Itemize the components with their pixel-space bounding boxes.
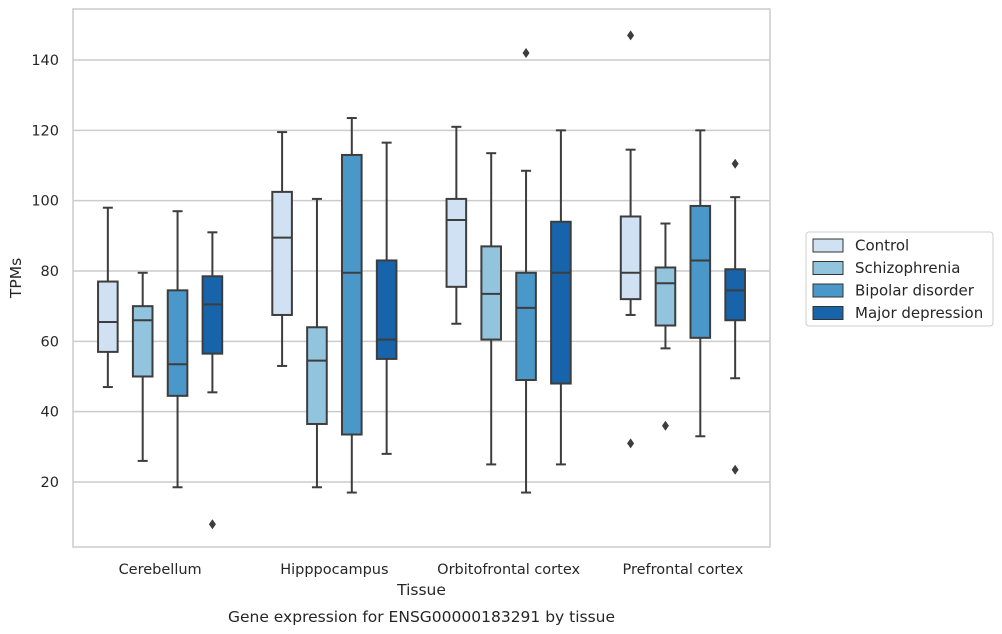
legend-item: Schizophrenia <box>812 259 960 277</box>
x-tick-labels: Cerebellum Hipppocampus Orbitofrontal cort… <box>119 562 744 578</box>
iqr-box <box>201 275 224 355</box>
x-tick-label: Hipppocampus <box>280 562 388 578</box>
legend-swatch <box>812 261 844 275</box>
y-gridlines <box>73 59 770 483</box>
y-tick-labels: 20 40 60 80 100 120 140 <box>31 53 59 491</box>
outlier-point <box>627 30 635 41</box>
box-schizophrenia <box>306 197 328 489</box>
outlier-point <box>627 438 635 449</box>
legend-frame <box>805 231 994 327</box>
box-bipolar-disorder <box>341 117 363 494</box>
box-major-depression <box>375 141 398 455</box>
box-bipolar-disorder <box>515 47 537 494</box>
y-tick-label: 100 <box>31 194 59 210</box>
iqr-box <box>97 280 119 353</box>
x-tick-label: Prefrontal cortex <box>622 562 743 578</box>
y-tick-label: 140 <box>31 53 59 69</box>
iqr-box <box>166 289 189 397</box>
iqr-box <box>341 153 363 436</box>
iqr-box <box>445 197 468 288</box>
y-tick-label: 60 <box>41 334 59 350</box>
box-major-depression <box>550 129 572 466</box>
outlier-point <box>522 47 530 58</box>
legend-label: Control <box>855 237 909 255</box>
iqr-box <box>131 305 154 378</box>
legend-swatch <box>812 283 844 298</box>
legend-label: Bipolar disorder <box>855 282 975 300</box>
outlier-point <box>731 464 739 475</box>
iqr-box <box>271 190 293 316</box>
iqr-box <box>550 220 572 385</box>
x-axis-label: Tissue <box>396 581 446 599</box>
x-tick-label: Orbitofrontal cortex <box>437 562 580 578</box>
iqr-box <box>306 326 328 425</box>
legend-item: Major depression <box>812 304 983 322</box>
box-groups <box>97 30 746 530</box>
box-control <box>619 30 642 449</box>
legend-label: Major depression <box>855 304 983 322</box>
legend-item: Control <box>812 237 909 255</box>
legend-item: Bipolar disorder <box>812 282 975 300</box>
y-tick-label: 40 <box>41 405 59 421</box>
box-major-depression <box>724 158 746 475</box>
box-schizophrenia <box>131 271 154 462</box>
x-tick-label: Cerebellum <box>119 562 202 578</box>
iqr-box <box>619 215 642 301</box>
outlier-point <box>731 158 739 169</box>
legend-label: Schizophrenia <box>855 259 960 277</box>
box-control <box>97 206 119 389</box>
legend-swatch <box>812 306 844 320</box>
box-schizophrenia <box>480 152 502 466</box>
legend-swatch <box>812 238 844 253</box>
iqr-box <box>654 266 677 327</box>
y-tick-label: 80 <box>41 264 59 280</box>
box-schizophrenia <box>654 222 677 431</box>
plot-area <box>72 8 771 548</box>
y-tick-label: 20 <box>41 475 59 491</box>
box-control <box>271 131 293 367</box>
iqr-box <box>724 268 746 322</box>
outlier-point <box>661 420 669 431</box>
box-control <box>445 125 468 325</box>
iqr-box <box>689 204 712 339</box>
iqr-box <box>375 259 398 360</box>
outlier-point <box>208 519 216 530</box>
legend: Control Schizophrenia Bipolar disorder Majo… <box>805 231 994 327</box>
y-axis-label: TPMs <box>7 258 25 299</box>
box-bipolar-disorder <box>689 129 712 438</box>
box-bipolar-disorder <box>166 210 189 489</box>
y-tick-label: 120 <box>31 123 59 139</box>
chart-caption: Gene expression for ENSG00000183291 by t… <box>228 608 615 626</box>
iqr-box <box>515 271 537 382</box>
box-major-depression <box>201 231 224 530</box>
